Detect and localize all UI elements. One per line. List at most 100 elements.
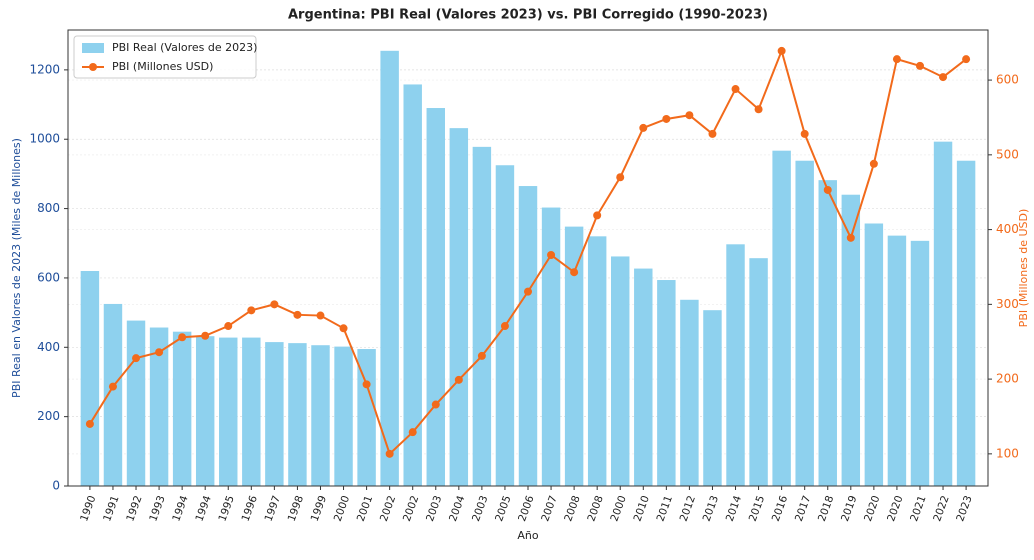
point [524,287,532,296]
y2-tick-label: 600 [996,73,1019,87]
x-tick-label: 1994 [170,494,191,524]
bar [956,160,976,486]
x-tick-label: 2015 [747,494,767,523]
point [454,375,463,384]
x-tick-label: 2013 [701,494,721,523]
y-tick-label: 1000 [29,132,60,146]
bar [818,180,837,486]
bar [195,336,215,486]
bar [910,240,930,486]
x-tick-label: 2012 [678,494,698,523]
point [339,324,348,333]
x-tick-label: 1996 [240,494,261,524]
bar [288,343,307,486]
x-tick-label: 2003 [470,494,490,523]
bar [864,223,884,486]
x-tick-label: 2021 [908,494,928,523]
point [247,306,256,315]
bar [587,236,607,486]
x-tick-label: 1997 [263,494,283,523]
bar [680,299,699,486]
bar [749,258,768,486]
point [823,185,832,194]
bar [795,160,814,486]
x-tick-label: 1990 [78,494,98,523]
chart-title: Argentina: PBI Real (Valores 2023) vs. P… [288,8,768,23]
legend-label: PBI (Millones USD) [112,60,213,73]
x-tick-label: 1995 [216,494,236,523]
point [178,333,187,342]
point [362,380,371,389]
x-tick-label: 2023 [954,494,974,523]
bar [219,337,238,486]
x-tick-label: 2000 [332,494,352,523]
bar [541,207,561,487]
bar [772,150,791,486]
x-tick-label: 2022 [931,494,951,523]
bar [887,235,907,486]
point [316,311,325,320]
x-tick-label: 2006 [516,494,537,524]
y-tick-label: 600 [37,270,60,284]
point [869,159,878,168]
point [385,449,394,458]
y-axis-label: PBI Real en Valores de 2023 (Miles de Mi… [10,138,23,398]
x-tick-label: 2001 [355,494,375,523]
point [939,73,948,82]
y-tick-label: 400 [37,340,60,354]
point [685,111,694,120]
x-tick-label: 2020 [862,494,882,523]
x-tick-label: 1999 [309,494,329,523]
point [846,233,855,242]
point [408,428,417,437]
point [500,322,509,331]
point [431,400,440,409]
y-tick-label: 200 [37,409,60,423]
x-tick-label: 2002 [378,494,398,523]
x-tick-label: 2010 [632,494,652,523]
x-tick-label: 1994 [193,494,214,524]
point [201,331,210,340]
point [892,55,901,64]
y2-tick-label: 300 [996,297,1019,311]
point [570,268,579,277]
point [85,419,94,428]
y2-axis-label: PBI (Millones de USD) [1017,209,1030,328]
point [270,300,279,309]
point [639,123,648,132]
x-tick-label: 1991 [101,494,121,523]
legend-swatch [89,63,97,71]
point [293,310,302,319]
bar [933,141,953,487]
point [108,382,117,391]
plot-frame [67,29,989,487]
bar [726,244,745,486]
legend-label: PBI Real (Valores de 2023) [112,41,257,54]
bar [242,337,261,486]
bar [426,108,445,486]
x-tick-label: 2014 [724,494,745,524]
bar [357,349,376,486]
point [754,105,763,114]
x-tick-label: 2005 [493,494,513,523]
point [800,129,809,138]
x-tick-label: 1993 [147,494,167,523]
point [224,322,233,331]
bar [564,226,584,486]
bar [703,310,722,486]
x-tick-label: 2016 [770,494,791,524]
point [593,211,602,220]
bar [657,280,676,486]
y2-tick-label: 400 [996,222,1019,236]
point [477,351,486,360]
bar [149,327,169,486]
bar [265,342,284,486]
legend-box [73,35,257,79]
x-tick-label: 2020 [885,494,905,523]
x-tick-label: 2000 [608,494,628,523]
x-tick-label: 2019 [839,494,859,523]
point [155,348,164,357]
x-tick-label: 2011 [655,494,675,523]
point [132,354,141,363]
bar [380,50,399,486]
